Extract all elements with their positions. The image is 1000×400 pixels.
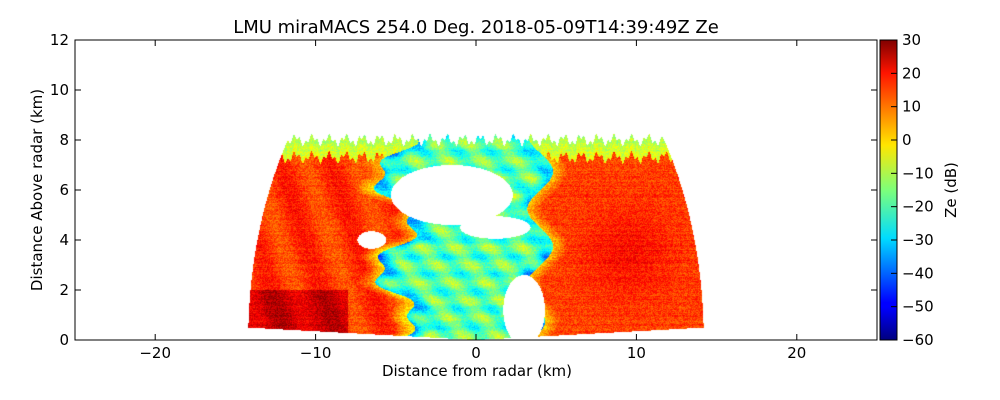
y-tick-label: 0: [59, 331, 69, 349]
reflectivity-heatmap: [75, 40, 877, 340]
x-tick-label: 0: [471, 344, 481, 362]
y-tick-label: 6: [59, 181, 69, 199]
y-tick-label: 8: [59, 131, 69, 149]
y-tick-label: 2: [59, 281, 69, 299]
colorbar-tick-label: 10: [902, 98, 921, 116]
colorbar-tick-label: −30: [902, 231, 934, 249]
y-tick-label: 10: [50, 81, 69, 99]
colorbar-tick-label: −40: [902, 264, 934, 282]
colorbar-title: Ze (dB): [942, 162, 960, 218]
y-axis: 0 2 4 6 8 10 12: [50, 31, 877, 349]
x-tick-label: −20: [139, 344, 171, 362]
colorbar-tick-label: 20: [902, 64, 921, 82]
colorbar-tick-label: −60: [902, 331, 934, 349]
colorbar-tick-label: 0: [902, 131, 912, 149]
x-tick-label: 20: [787, 344, 806, 362]
colorbar: [879, 39, 898, 341]
colorbar-tick-label: −10: [902, 164, 934, 182]
colorbar-tick-label: 30: [902, 31, 921, 49]
chart-title: LMU miraMACS 254.0 Deg. 2018-05-09T14:39…: [233, 17, 719, 38]
x-axis: −20 −10 0 10 20: [139, 40, 806, 362]
x-axis-title: Distance from radar (km): [382, 362, 572, 380]
colorbar-axis: 30 20 10 0 −10 −20 −30 −40 −50 −60: [891, 31, 934, 349]
colorbar-tick-label: −50: [902, 298, 934, 316]
y-tick-label: 4: [59, 231, 69, 249]
plot-area: [75, 40, 877, 340]
x-tick-label: 10: [627, 344, 646, 362]
y-axis-title: Distance Above radar (km): [28, 89, 46, 291]
colorbar-tick-label: −20: [902, 198, 934, 216]
y-tick-label: 12: [50, 31, 69, 49]
x-tick-label: −10: [300, 344, 332, 362]
